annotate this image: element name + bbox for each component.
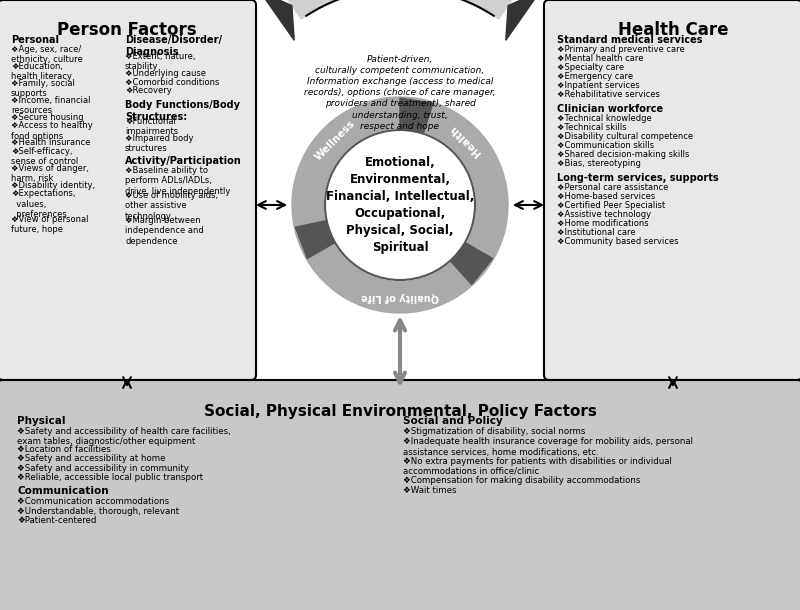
Text: ❖Self-efficacy,
sense of control: ❖Self-efficacy, sense of control [11,147,78,167]
Text: ❖Certified Peer Specialist: ❖Certified Peer Specialist [557,201,666,210]
Text: Disease/Disorder/
Diagnosis: Disease/Disorder/ Diagnosis [125,35,222,57]
Text: Body Functions/Body
Structures:: Body Functions/Body Structures: [125,100,240,121]
Text: ❖Views of danger,
harm, risk: ❖Views of danger, harm, risk [11,164,89,183]
Text: ❖Location of facilities: ❖Location of facilities [17,445,111,454]
FancyBboxPatch shape [544,0,800,380]
Text: ❖Functional
impairments: ❖Functional impairments [125,117,178,137]
Text: ❖Extent, nature,
stability: ❖Extent, nature, stability [125,52,195,71]
Text: ❖Technical skills: ❖Technical skills [557,123,626,132]
Polygon shape [506,0,540,40]
Text: Communication: Communication [17,486,109,497]
Text: ❖Patient-centered: ❖Patient-centered [17,516,96,525]
Text: Person Factors: Person Factors [57,21,197,39]
Text: ❖Education,
health literacy: ❖Education, health literacy [11,62,72,81]
Text: ❖Home modifications: ❖Home modifications [557,219,649,228]
Text: ❖Personal care assistance: ❖Personal care assistance [557,183,668,192]
Text: ❖No extra payments for patients with disabilities or individual
accommodations i: ❖No extra payments for patients with dis… [403,457,672,476]
Text: ❖Reliable, accessible local public transport: ❖Reliable, accessible local public trans… [17,473,203,482]
Text: ❖Margin between
independence and
dependence: ❖Margin between independence and depende… [125,216,204,246]
Text: ❖Community based services: ❖Community based services [557,237,678,246]
Text: ❖Inpatient services: ❖Inpatient services [557,81,640,90]
Text: ❖Safety and accessibility of health care facilities,
exam tables, diagnostic/oth: ❖Safety and accessibility of health care… [17,427,230,447]
FancyBboxPatch shape [0,0,256,380]
Text: Social, Physical Environmental, Policy Factors: Social, Physical Environmental, Policy F… [203,404,597,419]
Text: ❖Family, social
supports: ❖Family, social supports [11,79,75,98]
FancyBboxPatch shape [0,380,800,610]
Text: ❖Age, sex, race/
ethnicity, culture: ❖Age, sex, race/ ethnicity, culture [11,45,82,65]
Text: ❖Emergency care: ❖Emergency care [557,72,633,81]
Text: ❖Secure housing: ❖Secure housing [11,113,84,121]
Text: ❖Access to healthy
food options: ❖Access to healthy food options [11,121,93,141]
Text: Wellness: Wellness [314,118,358,162]
Text: ❖Stigmatization of disability, social norms: ❖Stigmatization of disability, social no… [403,427,586,436]
Text: ❖Expectations,
  values,
  preferences: ❖Expectations, values, preferences [11,189,75,219]
Text: ❖Impaired body
structures: ❖Impaired body structures [125,134,194,153]
Text: Long-term services, supports: Long-term services, supports [557,173,718,183]
Text: ❖Mental health care: ❖Mental health care [557,54,643,63]
Text: ❖Rehabilitative services: ❖Rehabilitative services [557,90,660,99]
Text: ❖Shared decision-making skills: ❖Shared decision-making skills [557,150,690,159]
Text: ❖Technical knowledge: ❖Technical knowledge [557,114,652,123]
Text: ❖Inadequate health insurance coverage for mobility aids, personal
assistance ser: ❖Inadequate health insurance coverage fo… [403,437,693,457]
Circle shape [325,130,475,280]
Text: ❖Wait times: ❖Wait times [403,486,457,495]
Text: ❖Communication accommodations: ❖Communication accommodations [17,497,169,506]
Text: Emotional,
Environmental,
Financial, Intellectual,
Occupational,
Physical, Socia: Emotional, Environmental, Financial, Int… [326,156,474,254]
Text: ❖Assistive technology: ❖Assistive technology [557,210,651,219]
Text: ❖View of personal
future, hope: ❖View of personal future, hope [11,215,89,234]
Text: Patient-driven,
culturally competent communication,
Information exchange (access: Patient-driven, culturally competent com… [304,55,496,131]
Text: ❖Home-based services: ❖Home-based services [557,192,655,201]
Text: ❖Income, financial
resources: ❖Income, financial resources [11,96,90,115]
Text: ❖Baseline ability to
perform ADLs/IADLs,
drive, live independently: ❖Baseline ability to perform ADLs/IADLs,… [125,166,230,196]
Polygon shape [260,0,294,40]
Polygon shape [451,243,493,284]
Text: ❖Primary and preventive care: ❖Primary and preventive care [557,45,685,54]
Text: Social and Policy: Social and Policy [403,416,502,426]
Text: Quality of Life: Quality of Life [361,292,439,301]
Text: ❖Bias, stereotyping: ❖Bias, stereotyping [557,159,641,168]
Text: ❖Safety and accessibility in community: ❖Safety and accessibility in community [17,464,189,473]
Text: ❖Disability identity,: ❖Disability identity, [11,181,95,190]
Text: ❖Disability cultural competence: ❖Disability cultural competence [557,132,693,141]
Text: Standard medical services: Standard medical services [557,35,702,45]
Text: Health Care: Health Care [618,21,728,39]
Text: ❖Safety and accessibility at home: ❖Safety and accessibility at home [17,454,166,464]
Text: Health: Health [447,123,482,157]
Polygon shape [400,98,433,133]
Text: ❖Recovery: ❖Recovery [125,86,172,95]
Polygon shape [292,97,508,313]
Text: ❖Use of mobility aids,
other assistive
technology: ❖Use of mobility aids, other assistive t… [125,191,218,221]
Text: ❖Health Insurance: ❖Health Insurance [11,138,90,147]
Text: ❖Specialty care: ❖Specialty care [557,63,624,72]
Text: Personal: Personal [11,35,59,45]
Text: Physical: Physical [17,416,66,426]
Text: ❖Understandable, thorough, relevant: ❖Understandable, thorough, relevant [17,507,179,516]
Text: ❖Institutional care: ❖Institutional care [557,228,636,237]
Text: ❖Compensation for making disability accommodations: ❖Compensation for making disability acco… [403,476,640,485]
Text: ❖Underlying cause: ❖Underlying cause [125,69,206,78]
Text: Activity/Participation: Activity/Participation [125,156,242,166]
Polygon shape [295,221,334,259]
Text: ❖Comorbid conditions: ❖Comorbid conditions [125,77,219,87]
Polygon shape [282,0,518,19]
Text: Clinician workforce: Clinician workforce [557,104,663,114]
Text: ❖Communication skills: ❖Communication skills [557,141,654,150]
